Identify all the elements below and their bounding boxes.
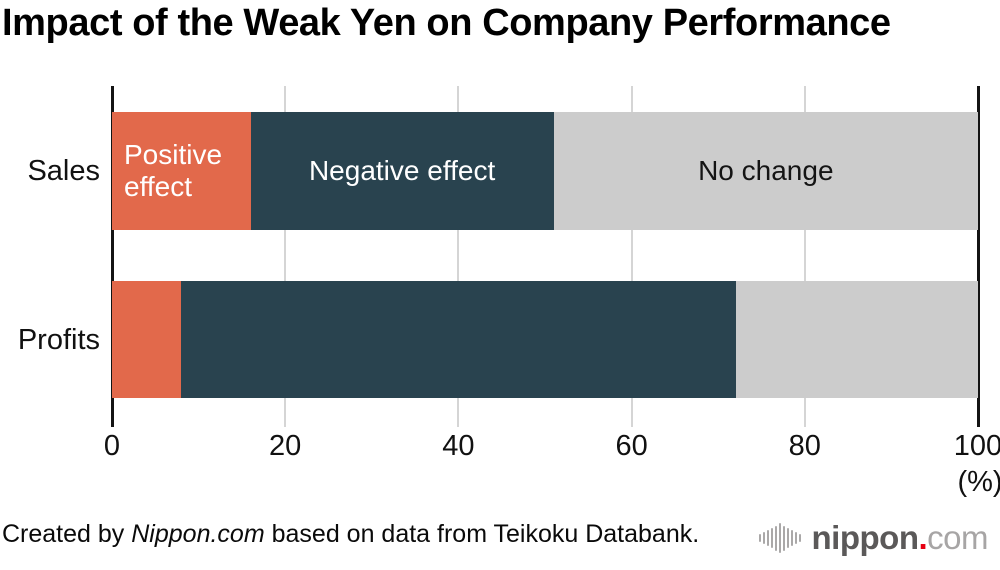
logo-wordmark: nippon.com: [811, 519, 989, 557]
x-tick-label: 0: [103, 430, 121, 462]
x-tick-label: 100: [953, 430, 1000, 462]
x-tick-label: 20: [269, 430, 302, 462]
bar-segment: [112, 281, 182, 398]
logo-text-com: com: [927, 519, 988, 556]
axis-boundary-line: [110, 86, 114, 427]
bar-row: [112, 281, 978, 398]
x-axis-unit-label: (%): [957, 466, 1000, 498]
gridline: [803, 86, 806, 427]
nippon-logo: nippon.com: [758, 512, 989, 564]
x-tick-label: 80: [788, 430, 821, 462]
axis-boundary-line: [976, 86, 980, 427]
bar-segment-label: No change: [698, 154, 834, 186]
bar-segment: Positive effect: [112, 112, 251, 230]
logo-text-nippon: nippon: [811, 519, 919, 556]
bar-segment: [181, 281, 736, 398]
bar-segment: [735, 281, 978, 398]
gridline: [284, 86, 287, 427]
y-axis-label: Sales: [27, 155, 100, 187]
credit-text: Created by Nippon.com based on data from…: [2, 520, 699, 549]
plot-area: 0 20 40 60 80 100 (%) Sales Positive effect Negat…: [17, 86, 1000, 498]
y-axis-label: Profits: [17, 324, 100, 356]
chart-title: Impact of the Weak Yen on Company Perfor…: [2, 2, 891, 44]
x-tick-label: 60: [615, 430, 648, 462]
bar-segment: No change: [553, 112, 978, 230]
bar-segment-label: Positive effect: [124, 138, 223, 202]
gridline: [630, 86, 633, 427]
soundwave-icon: [758, 523, 803, 553]
logo-red-dot: .: [918, 519, 928, 556]
credit-prefix: Created by: [2, 520, 132, 548]
credit-source: Nippon.com: [131, 520, 265, 548]
bar-row: Positive effect Negative effect No change: [112, 112, 978, 230]
gridline: [457, 86, 460, 427]
bar-segment-label: Negative effect: [308, 154, 496, 186]
x-tick-label: 40: [442, 430, 475, 462]
footer: Created by Nippon.com based on data from…: [0, 508, 1000, 570]
credit-suffix: based on data from Teikoku Databank.: [264, 520, 700, 548]
bar-segment: Negative effect: [250, 112, 554, 230]
